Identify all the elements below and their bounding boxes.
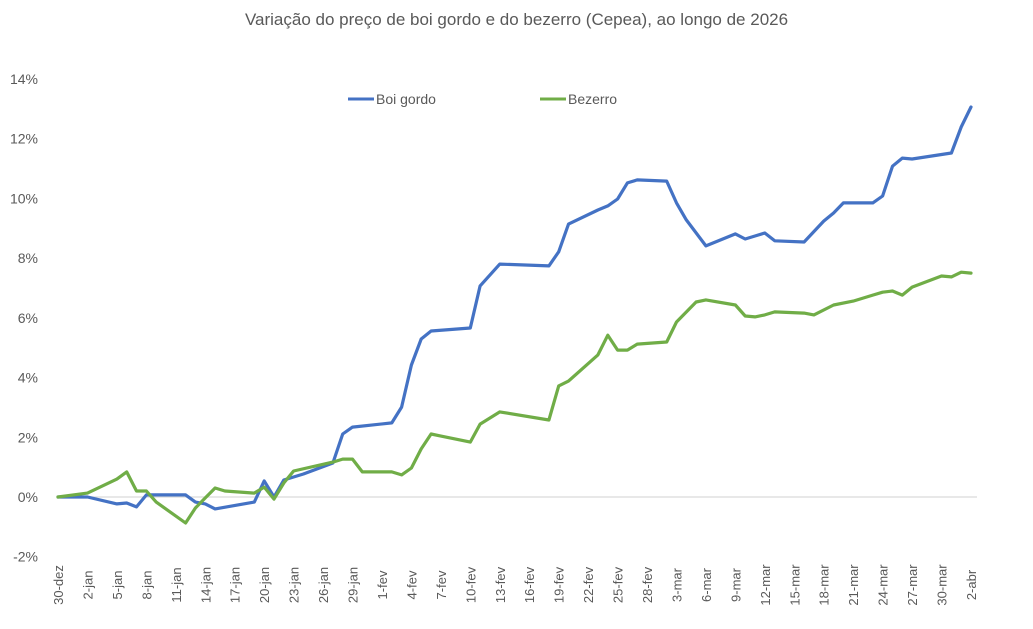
x-tick-label: 29-jan	[346, 567, 361, 603]
x-tick-label: 30-dez	[51, 565, 66, 605]
legend-label: Bezerro	[568, 91, 617, 107]
y-tick-label: 2%	[18, 429, 38, 445]
x-tick-label: 28-fev	[640, 566, 655, 603]
x-tick-label: 20-jan	[257, 567, 272, 603]
x-tick-label: 18-mar	[817, 564, 832, 606]
x-axis: 30-dez 2-jan 5-jan 8-jan 11-jan 14-jan 17-jan 2…	[51, 564, 979, 606]
x-tick-label: 12-mar	[758, 564, 773, 606]
series-line-bezerro	[56, 270, 973, 525]
x-tick-label: 2-jan	[80, 571, 95, 600]
x-tick-label: 3-mar	[669, 567, 684, 602]
y-tick-label: 6%	[18, 310, 38, 326]
legend: Boi gordo Bezerro	[348, 91, 617, 107]
x-tick-label: 13-fev	[493, 566, 508, 603]
series-line-boi-gordo	[56, 105, 973, 511]
x-tick-label: 22-fev	[581, 566, 596, 603]
x-tick-label: 1-fev	[375, 570, 390, 599]
chart-title: Variação do preço de boi gordo e do beze…	[244, 10, 789, 29]
x-tick-label: 17-jan	[228, 567, 243, 603]
y-tick-label: 14%	[10, 71, 38, 87]
x-tick-label: 16-fev	[522, 566, 537, 603]
y-tick-label: 12%	[10, 131, 38, 147]
x-tick-label: 5-jan	[110, 571, 125, 600]
x-tick-label: 26-jan	[316, 567, 331, 603]
y-tick-label: 4%	[18, 370, 38, 386]
x-tick-label: 21-mar	[846, 564, 861, 606]
x-tick-label: 4-fev	[404, 570, 419, 599]
y-tick-label: 8%	[18, 250, 38, 266]
x-tick-label: 14-jan	[198, 567, 213, 603]
y-tick-label: -2%	[13, 549, 38, 565]
legend-label: Boi gordo	[376, 91, 436, 107]
x-tick-label: 19-fev	[552, 566, 567, 603]
x-tick-label: 30-mar	[935, 564, 950, 606]
x-tick-label: 23-jan	[287, 567, 302, 603]
x-tick-label: 15-mar	[787, 564, 802, 606]
series-layer	[56, 105, 973, 525]
x-tick-label: 25-fev	[611, 566, 626, 603]
y-axis: -2% 0% 2% 4% 6% 8% 10% 12% 14%	[10, 71, 38, 565]
y-tick-label: 10%	[10, 190, 38, 206]
x-tick-label: 6-mar	[699, 567, 714, 602]
x-tick-label: 10-fev	[463, 566, 478, 603]
x-tick-label: 27-mar	[905, 564, 920, 606]
y-tick-label: 0%	[18, 489, 38, 505]
x-tick-label: 11-jan	[169, 567, 184, 602]
x-tick-label: 8-jan	[139, 571, 154, 600]
x-tick-label: 2-abr	[964, 569, 979, 600]
x-tick-label: 24-mar	[876, 564, 891, 606]
x-tick-label: 9-mar	[728, 567, 743, 602]
x-tick-label: 7-fev	[434, 570, 449, 599]
